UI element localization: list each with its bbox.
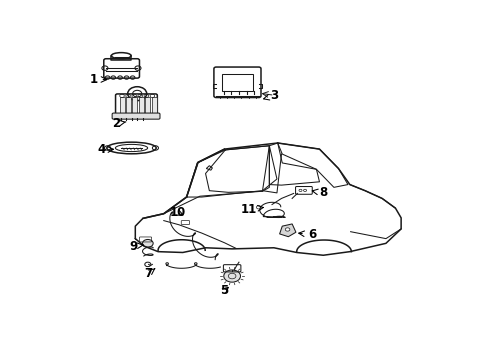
Polygon shape xyxy=(280,224,296,237)
Text: 5: 5 xyxy=(220,284,229,297)
Text: 3: 3 xyxy=(264,89,278,102)
Text: 1: 1 xyxy=(90,73,107,86)
Bar xyxy=(145,97,150,114)
FancyBboxPatch shape xyxy=(112,113,160,119)
Text: 9: 9 xyxy=(129,240,143,253)
Text: 4: 4 xyxy=(97,143,114,157)
Bar xyxy=(132,97,137,114)
Circle shape xyxy=(224,270,241,282)
Circle shape xyxy=(285,228,290,231)
Bar xyxy=(120,97,124,114)
Text: 11: 11 xyxy=(241,203,264,216)
Bar xyxy=(151,97,157,114)
Bar xyxy=(126,97,131,114)
Text: 6: 6 xyxy=(299,228,316,241)
Circle shape xyxy=(143,239,153,247)
Text: 7: 7 xyxy=(144,267,155,280)
Text: 8: 8 xyxy=(312,186,327,199)
Bar xyxy=(139,97,144,114)
Text: 2: 2 xyxy=(112,117,126,130)
Text: 10: 10 xyxy=(170,206,186,219)
